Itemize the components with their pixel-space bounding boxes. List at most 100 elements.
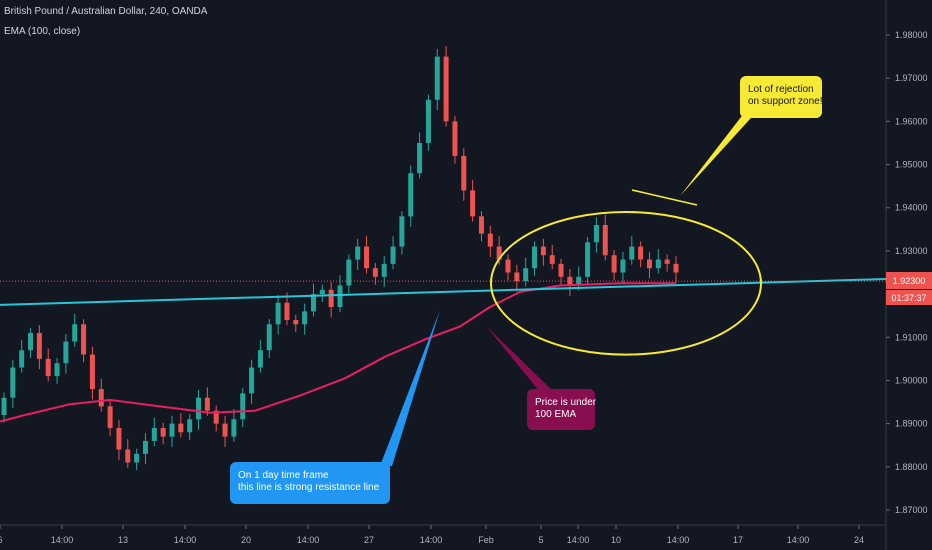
candle-body	[275, 302, 281, 325]
candle-body	[72, 324, 78, 342]
candle-body	[505, 259, 511, 273]
annotation-support-zone[interactable]: Lot of rejection on support zone!	[740, 76, 823, 118]
time-tick-label: 14:00	[51, 535, 74, 545]
price-axis[interactable]: 1.98000 1.97000 1.96000 1.95000 1.94000 1.930…	[886, 30, 928, 515]
time-tick-label: 14:00	[420, 535, 443, 545]
candle-body	[28, 332, 34, 351]
candle-body	[425, 99, 431, 143]
candle-body	[160, 427, 166, 437]
candle-body	[496, 246, 502, 260]
candle-body	[36, 332, 42, 359]
candle-body	[134, 453, 140, 463]
candle-body	[664, 259, 670, 264]
candle-body	[249, 367, 255, 394]
candle-body	[107, 406, 113, 428]
candle-body	[302, 311, 308, 325]
candle-body	[443, 56, 449, 122]
candle-body	[169, 423, 175, 437]
time-tick-label: Feb	[478, 535, 494, 545]
price-tick-label: 1.88000	[895, 462, 928, 472]
candle-body	[434, 56, 440, 100]
candle-body	[487, 233, 493, 247]
candle-body	[1, 397, 7, 415]
price-tick-label: 1.89000	[895, 419, 928, 429]
resistance-line	[0, 277, 887, 306]
candle-body	[240, 393, 246, 420]
candle-body	[390, 246, 396, 264]
time-tick-label: 14:00	[174, 535, 197, 545]
candle-body	[558, 263, 564, 277]
candle-body	[310, 294, 316, 312]
candle-body	[213, 410, 219, 424]
candle-body	[638, 246, 644, 260]
candle-body	[585, 242, 591, 277]
candle-body	[646, 259, 652, 269]
resistance-callout-pointer	[380, 310, 440, 466]
candle-body	[319, 289, 325, 295]
time-tick-label: 14:00	[567, 535, 590, 545]
candle-body	[452, 121, 458, 156]
chart-title: British Pound / Australian Dollar, 240, …	[4, 6, 208, 17]
time-tick-label: 10	[611, 535, 621, 545]
candle-body	[125, 449, 131, 463]
candle-body	[673, 263, 679, 273]
price-tick-label: 1.91000	[895, 332, 928, 342]
candle-body	[89, 354, 95, 390]
candle-body	[54, 363, 60, 377]
last-price-badge	[886, 272, 932, 289]
candle-body	[10, 367, 16, 398]
candle-body	[116, 427, 122, 450]
price-tick-label: 1.96000	[895, 116, 928, 126]
candle-body	[593, 225, 599, 243]
price-tick-label: 1.98000	[895, 30, 928, 40]
time-tick-label: 14:00	[667, 535, 690, 545]
time-axis[interactable]: 6 14:00 13 14:00 20 14:00 27 14:00 Feb 5 14:00 10 14…	[0, 525, 864, 545]
candle-body	[222, 423, 228, 437]
ema-callout-pointer	[486, 326, 554, 392]
annotation-resistance[interactable]: On 1 day time frame this line is strong …	[230, 462, 390, 504]
time-tick-label: 13	[118, 535, 128, 545]
candle-body	[611, 255, 617, 273]
candle-body	[620, 259, 626, 273]
candle-body	[514, 272, 520, 282]
candle-body	[178, 423, 184, 433]
candle-body	[417, 142, 423, 174]
candle-body	[328, 289, 334, 308]
candle-body	[478, 216, 484, 234]
candle-body	[19, 350, 25, 368]
candle-body	[461, 155, 467, 191]
candle-body	[257, 350, 263, 368]
candle-body	[364, 246, 370, 269]
candle-body	[81, 324, 87, 355]
candle-body	[187, 419, 193, 433]
indicator-legend: EMA (100, close)	[4, 26, 81, 37]
candle-body	[523, 268, 529, 282]
candle-body	[151, 427, 157, 441]
price-tick-label: 1.90000	[895, 375, 928, 385]
price-tick-label: 1.97000	[895, 73, 928, 83]
price-tick-label: 1.95000	[895, 160, 928, 170]
candle-body	[399, 216, 405, 247]
time-tick-label: 5	[538, 535, 543, 545]
candle-body	[196, 397, 202, 420]
candle-body	[372, 268, 378, 277]
candle-body	[381, 263, 387, 277]
candle-body	[45, 358, 51, 377]
candle-body	[346, 259, 352, 286]
time-tick-label: 17	[733, 535, 743, 545]
candle-body	[266, 324, 272, 351]
last-price-label: 1.92300	[893, 276, 926, 286]
support-zone-ellipse	[490, 210, 762, 356]
candle-body	[355, 246, 361, 260]
price-tick-label: 1.93000	[895, 246, 928, 256]
candle-body	[629, 246, 635, 260]
time-tick-label: 6	[0, 535, 3, 545]
candle-body	[576, 276, 582, 286]
candles	[1, 46, 679, 471]
candle-body	[540, 246, 546, 256]
candle-body	[655, 259, 661, 269]
annotation-ema[interactable]: Price is under 100 EMA	[527, 389, 596, 430]
candle-body	[337, 285, 343, 308]
candle-body	[470, 190, 476, 217]
candle-body	[231, 419, 237, 437]
